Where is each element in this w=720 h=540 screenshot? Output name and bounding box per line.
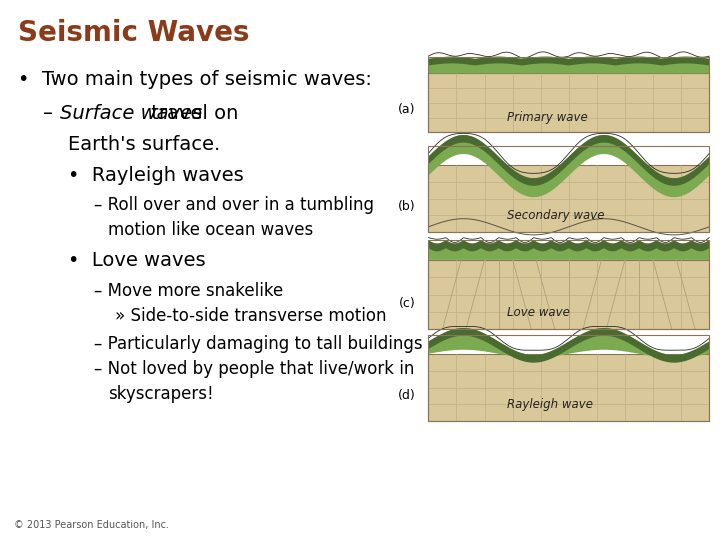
Text: Love wave: Love wave bbox=[507, 306, 570, 319]
Polygon shape bbox=[428, 328, 709, 363]
Bar bbox=[428, 165, 709, 232]
Polygon shape bbox=[428, 328, 709, 358]
Bar bbox=[428, 240, 709, 329]
Polygon shape bbox=[428, 57, 709, 65]
Text: – Not loved by people that live/work in: – Not loved by people that live/work in bbox=[94, 360, 414, 378]
Text: travel on: travel on bbox=[145, 104, 238, 123]
Text: Earth's surface.: Earth's surface. bbox=[68, 135, 220, 154]
Bar bbox=[428, 354, 709, 421]
Text: – Move more snakelike: – Move more snakelike bbox=[94, 282, 283, 300]
Text: Primary wave: Primary wave bbox=[507, 111, 588, 124]
Polygon shape bbox=[428, 135, 709, 197]
Polygon shape bbox=[428, 240, 709, 260]
Text: (a): (a) bbox=[398, 104, 415, 117]
Text: Rayleigh wave: Rayleigh wave bbox=[507, 398, 593, 411]
Text: (d): (d) bbox=[397, 389, 415, 402]
Text: Surface waves: Surface waves bbox=[60, 104, 202, 123]
Bar bbox=[428, 335, 709, 421]
Bar bbox=[428, 146, 709, 232]
Polygon shape bbox=[428, 57, 709, 73]
Text: – Roll over and over in a tumbling: – Roll over and over in a tumbling bbox=[94, 196, 374, 214]
Text: •  Rayleigh waves: • Rayleigh waves bbox=[68, 166, 244, 185]
Text: » Side-to-side transverse motion: » Side-to-side transverse motion bbox=[115, 307, 387, 325]
Bar bbox=[428, 73, 709, 132]
Text: Secondary wave: Secondary wave bbox=[507, 209, 605, 222]
Text: © 2013 Pearson Education, Inc.: © 2013 Pearson Education, Inc. bbox=[14, 520, 169, 530]
Text: motion like ocean waves: motion like ocean waves bbox=[108, 221, 313, 239]
Polygon shape bbox=[428, 135, 709, 186]
Text: •  Love waves: • Love waves bbox=[68, 251, 206, 270]
Text: – Particularly damaging to tall buildings: – Particularly damaging to tall building… bbox=[94, 335, 422, 353]
Polygon shape bbox=[428, 240, 709, 252]
Text: Seismic Waves: Seismic Waves bbox=[18, 19, 250, 47]
Text: –: – bbox=[43, 104, 59, 123]
Text: (b): (b) bbox=[398, 200, 415, 213]
Text: skyscrapers!: skyscrapers! bbox=[108, 385, 214, 403]
Text: (c): (c) bbox=[399, 296, 415, 309]
Bar bbox=[428, 57, 709, 132]
Bar bbox=[428, 260, 709, 329]
Text: •  Two main types of seismic waves:: • Two main types of seismic waves: bbox=[18, 70, 372, 89]
